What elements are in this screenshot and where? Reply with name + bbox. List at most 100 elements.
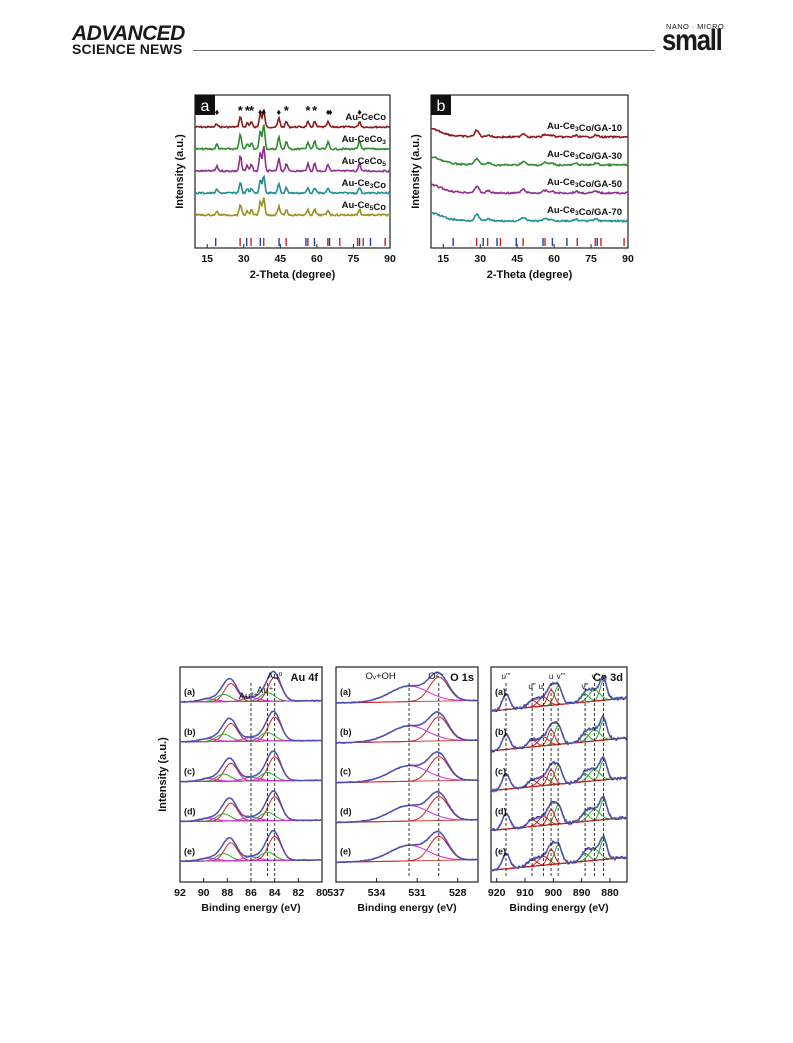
fit-component <box>179 835 321 862</box>
x-tick-label: 90 <box>384 253 396 265</box>
series-label: Au-Ce5Co <box>342 200 387 213</box>
sample-label: (c) <box>495 767 506 777</box>
x-tick-label: 92 <box>174 887 186 899</box>
sample-label: (e) <box>184 846 195 856</box>
x-tick-label: 84 <box>269 887 281 899</box>
plot-frame <box>194 94 391 249</box>
peak-label: Oᵥ+OH <box>366 671 396 682</box>
sample-label: (d) <box>340 806 352 816</box>
x-tick-label: 45 <box>274 253 286 265</box>
series-label: Au-Ce3Co <box>342 178 387 191</box>
raw-data-line <box>490 834 628 872</box>
sample-label: (e) <box>495 846 506 856</box>
x-tick-label: 537 <box>327 887 345 899</box>
x-tick-label: 60 <box>548 253 560 265</box>
sample-label: (a) <box>495 687 506 697</box>
series-label: Au-CeCo3 <box>342 134 387 146</box>
brand-science-news: SCIENCE NEWS <box>72 41 183 57</box>
xrd-series-line <box>194 197 391 217</box>
fit-envelope-line <box>180 790 323 823</box>
x-tick-label: 90 <box>622 253 634 265</box>
brand-advanced: ADVANCED <box>72 22 185 45</box>
fit-envelope-line <box>179 829 322 863</box>
ceo2-marker: * <box>245 103 251 118</box>
fit-envelope-line <box>180 670 322 703</box>
peak-label: u' <box>538 682 544 691</box>
x-tick-label: 30 <box>474 253 486 265</box>
sample-label: (c) <box>340 767 351 777</box>
x-tick-label: 910 <box>516 887 534 899</box>
x-tick-label: 82 <box>292 887 304 899</box>
raw-data-line <box>490 714 628 753</box>
sample-label: (a) <box>340 687 351 697</box>
peak-label: Au³⁺ <box>239 691 259 702</box>
plot-frame <box>335 666 479 883</box>
fit-envelope-line <box>490 716 628 752</box>
x-tick-label: 880 <box>601 887 619 899</box>
co3o4-marker: ♦ <box>277 107 282 117</box>
x-axis-label: Binding energy (eV) <box>509 902 608 914</box>
fit-envelope-line <box>490 755 628 792</box>
x-tick-label: 88 <box>221 887 233 899</box>
x-tick-label: 75 <box>348 253 360 265</box>
panel-title: Ce 3d <box>593 672 623 684</box>
fit-envelope-line <box>336 711 478 744</box>
raw-data-line <box>335 750 479 784</box>
x-tick-label: 920 <box>488 887 506 899</box>
x-tick-label: 528 <box>449 887 467 899</box>
raw-data-line <box>335 790 479 824</box>
series-label: Au-Ce3Co/GA-30 <box>547 149 622 162</box>
fit-component <box>335 835 477 863</box>
fit-component <box>336 716 477 744</box>
fit-envelope-line <box>490 835 628 872</box>
fit-envelope-line <box>336 791 478 824</box>
raw-data-line <box>335 711 479 744</box>
fit-component <box>336 756 478 784</box>
peak-label: Au⁰ <box>267 671 283 682</box>
plot-frame <box>430 94 629 249</box>
co3o4-marker: ♦ <box>328 107 333 117</box>
peak-label: v <box>601 672 605 681</box>
x-tick-label: 90 <box>198 887 210 899</box>
x-tick-label: 60 <box>311 253 323 265</box>
ceo2-marker: * <box>249 103 255 118</box>
fit-envelope-line <box>335 830 478 864</box>
x-tick-label: 15 <box>437 253 449 265</box>
peak-label: O²⁻ <box>428 671 444 682</box>
series-label: Au-Ce3Co/GA-10 <box>547 121 622 134</box>
sample-label: (e) <box>340 846 351 856</box>
xrd-series-line <box>430 211 629 224</box>
sample-label: (b) <box>184 727 196 737</box>
ceo2-marker: * <box>284 103 290 118</box>
x-tick-label: 45 <box>511 253 523 265</box>
xrd-series-line <box>194 124 391 151</box>
sample-label: (d) <box>495 806 507 816</box>
xrd-series-line <box>194 109 391 130</box>
x-tick-label: 890 <box>573 887 591 899</box>
header-rule <box>193 50 655 51</box>
y-axis-label: Intensity (a.u.) <box>157 737 169 812</box>
xrd-series-line <box>430 127 629 139</box>
co3o4-marker: ♦ <box>258 107 263 117</box>
x-axis-label: 2-Theta (degree) <box>487 269 573 281</box>
peak-label: v''' <box>557 672 566 681</box>
sample-label: (b) <box>495 727 507 737</box>
raw-data-line <box>490 795 628 832</box>
peak-label: u''' <box>502 672 512 681</box>
x-axis-label: Binding energy (eV) <box>357 902 456 914</box>
xrd-series-line <box>194 146 391 174</box>
x-tick-label: 531 <box>408 887 426 899</box>
peak-label: u'' <box>528 682 536 691</box>
co3o4-marker: ♦ <box>215 107 220 117</box>
x-tick-label: 30 <box>238 253 250 265</box>
x-tick-label: 75 <box>585 253 597 265</box>
series-label: Au-Ce3Co/GA-70 <box>547 205 622 218</box>
x-tick-label: 534 <box>368 887 386 899</box>
panel-letter-box <box>195 95 215 115</box>
panel-letter: b <box>437 98 446 115</box>
co3o4-marker: ♦ <box>357 107 362 117</box>
xrd-series-line <box>194 174 391 195</box>
peak-label: Au⁺ <box>257 685 274 696</box>
xrd-series-line <box>430 183 629 195</box>
